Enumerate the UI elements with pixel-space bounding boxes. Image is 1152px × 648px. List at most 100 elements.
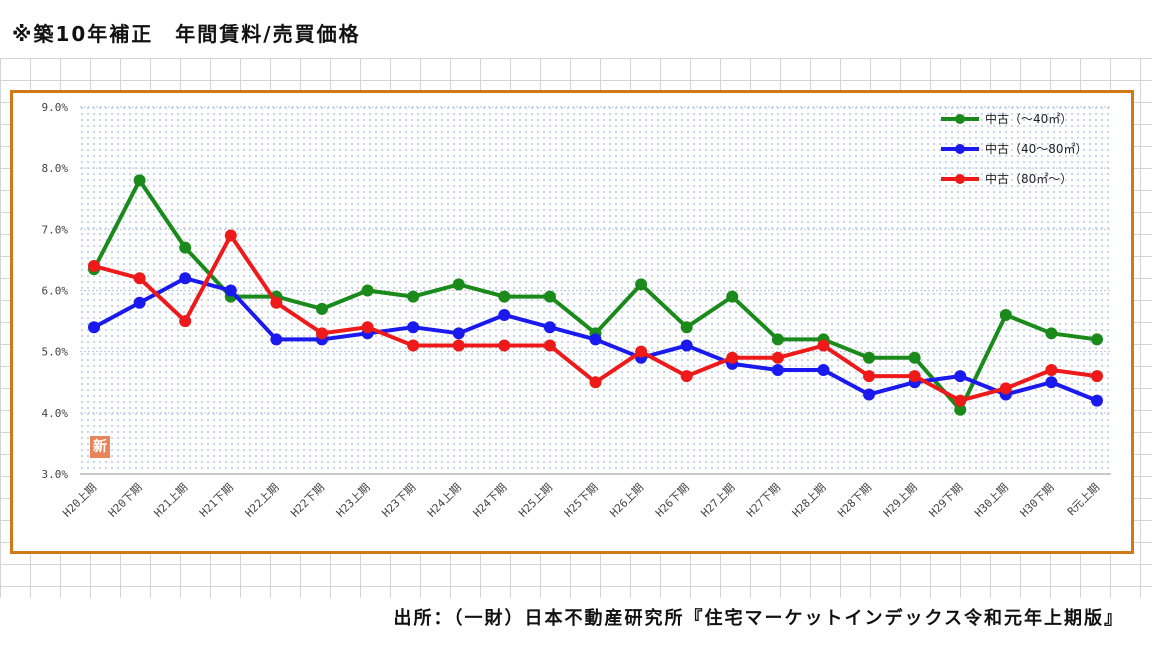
- legend-label: 中古（40～80㎡）: [985, 141, 1088, 156]
- legend-marker: [955, 144, 965, 154]
- y-tick-label: 8.0%: [42, 162, 69, 175]
- y-tick-label: 6.0%: [42, 285, 69, 298]
- data-point: [407, 339, 420, 352]
- data-point: [133, 272, 146, 285]
- data-point: [680, 321, 693, 334]
- data-point: [315, 327, 328, 340]
- data-point: [726, 351, 739, 364]
- data-point: [863, 388, 876, 401]
- data-point: [635, 345, 648, 358]
- data-point: [908, 370, 921, 383]
- x-tick-label: H25下期: [562, 481, 601, 520]
- x-tick-label: H22下期: [288, 481, 327, 520]
- data-point: [680, 370, 693, 383]
- new-stamp-icon: 新: [90, 436, 110, 458]
- y-tick-label: 5.0%: [42, 346, 69, 359]
- data-point: [999, 382, 1012, 395]
- page-title: ※築10年補正 年間賃料/売買価格: [12, 22, 361, 46]
- plot-area: [80, 107, 1111, 474]
- x-tick-label: H24上期: [425, 481, 464, 520]
- x-tick-label: H27上期: [699, 481, 738, 520]
- x-tick-label: R元上期: [1065, 481, 1102, 518]
- x-tick-label: H23下期: [379, 481, 418, 520]
- data-point: [999, 308, 1012, 321]
- data-point: [817, 364, 830, 377]
- legend-label: 中古（80㎡～）: [985, 171, 1072, 186]
- x-tick-label: H27下期: [744, 481, 783, 520]
- x-tick-label: H29下期: [927, 481, 966, 520]
- x-tick-label: H30下期: [1018, 481, 1057, 520]
- data-point: [954, 370, 967, 383]
- data-point: [1091, 394, 1103, 407]
- data-point: [361, 321, 374, 334]
- data-point: [407, 321, 420, 334]
- data-point: [452, 278, 465, 291]
- y-tick-label: 7.0%: [42, 223, 69, 236]
- x-tick-label: H26上期: [607, 481, 646, 520]
- data-point: [635, 278, 648, 291]
- data-point: [407, 290, 420, 303]
- data-point: [179, 272, 192, 285]
- x-tick-label: H21下期: [197, 481, 236, 520]
- data-point: [863, 351, 876, 364]
- data-point: [680, 339, 693, 352]
- data-point: [771, 351, 784, 364]
- data-point: [1045, 376, 1058, 389]
- chart-frame: 3.0% 4.0% 5.0% 6.0% 7.0% 8.0% 9.0% H20上期 H20下期 H2…: [10, 90, 1134, 554]
- x-tick-label: H24下期: [471, 481, 510, 520]
- data-point: [224, 229, 237, 242]
- x-tick-label: H23上期: [334, 481, 373, 520]
- x-tick-label: H20上期: [60, 481, 99, 520]
- data-point: [863, 370, 876, 383]
- data-point: [1045, 364, 1058, 377]
- legend-marker: [955, 174, 965, 184]
- legend-label: 中古（～40㎡）: [985, 111, 1072, 126]
- data-point: [88, 260, 100, 273]
- x-tick-label: H28上期: [790, 481, 829, 520]
- data-point: [817, 339, 830, 352]
- x-tick-label: H26下期: [653, 481, 692, 520]
- data-point: [452, 327, 465, 340]
- data-point: [270, 333, 283, 346]
- data-point: [726, 290, 739, 303]
- data-point: [543, 321, 556, 334]
- data-point: [1091, 370, 1103, 383]
- data-point: [589, 333, 602, 346]
- data-point: [88, 321, 100, 334]
- x-tick-label: H30上期: [972, 481, 1011, 520]
- legend-marker: [955, 114, 965, 124]
- data-point: [954, 403, 967, 416]
- data-point: [771, 333, 784, 346]
- x-tick-label: H25上期: [516, 481, 555, 520]
- data-point: [315, 302, 328, 315]
- data-point: [179, 241, 192, 254]
- data-point: [224, 284, 237, 297]
- data-point: [270, 296, 283, 309]
- data-point: [133, 296, 146, 309]
- data-point: [543, 290, 556, 303]
- data-point: [589, 376, 602, 389]
- x-tick-label: H22上期: [243, 481, 282, 520]
- y-tick-label: 3.0%: [42, 468, 69, 481]
- data-point: [771, 364, 784, 377]
- data-point: [361, 284, 374, 297]
- y-tick-label: 9.0%: [42, 101, 69, 114]
- data-point: [179, 315, 192, 328]
- data-point: [498, 339, 511, 352]
- x-tick-label: H28下期: [835, 481, 874, 520]
- data-point: [498, 290, 511, 303]
- x-tick-label: H20下期: [106, 481, 145, 520]
- source-caption: 出所：（一財）日本不動産研究所『住宅マーケットインデックス令和元年上期版』: [393, 608, 1124, 629]
- y-tick-label: 4.0%: [42, 407, 69, 420]
- data-point: [954, 394, 967, 407]
- data-point: [543, 339, 556, 352]
- data-point: [452, 339, 465, 352]
- data-point: [133, 174, 146, 187]
- data-point: [1091, 333, 1103, 346]
- x-tick-label: H29上期: [881, 481, 920, 520]
- data-point: [498, 308, 511, 321]
- x-tick-label: H21上期: [152, 481, 191, 520]
- data-point: [1045, 327, 1058, 340]
- data-point: [908, 351, 921, 364]
- line-chart: 3.0%4.0%5.0%6.0%7.0%8.0%9.0%H20上期 H20下期 H2…: [42, 101, 1111, 520]
